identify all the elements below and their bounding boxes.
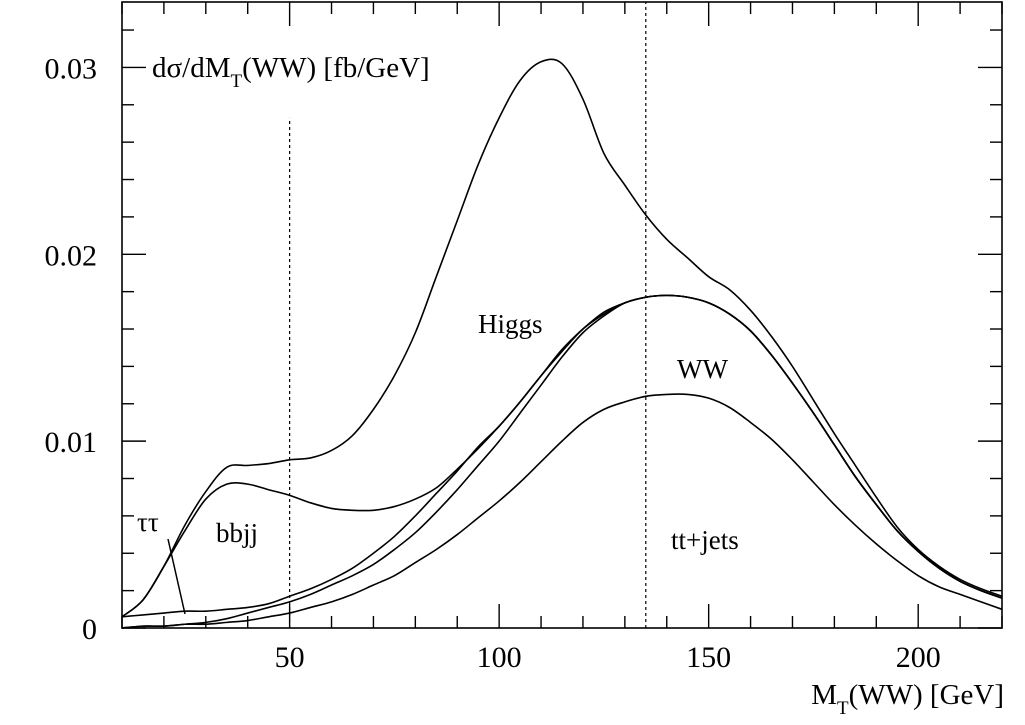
y-tick-label: 0.02 <box>45 239 98 272</box>
annotation-ww: WW <box>677 354 728 384</box>
x-tick-label: 150 <box>686 641 731 674</box>
annotation-tautau-pointer <box>167 538 186 615</box>
annotation-higgs: Higgs <box>478 309 543 339</box>
x-axis-label: MT(WW) [GeV] <box>811 679 1004 719</box>
chart-title: dσ/dMT(WW) [fb/GeV] <box>152 52 430 92</box>
x-tick-label: 50 <box>275 641 305 674</box>
axis-ticks <box>121 2 1003 629</box>
series-line-4 <box>121 294 1003 629</box>
x-tick-label: 200 <box>896 641 941 674</box>
y-tick-label: 0.01 <box>45 426 98 459</box>
annotation-tautau: ττ <box>137 507 159 537</box>
plot-frame <box>121 1 1003 629</box>
cut-lines <box>289 2 647 628</box>
y-tick-label: 0.03 <box>45 52 98 85</box>
x-tick-label: 100 <box>477 641 522 674</box>
series-line-5 <box>121 393 1003 629</box>
series-curves <box>121 58 1003 629</box>
series-line-1 <box>121 58 1003 618</box>
annotation-ttjets: tt+jets <box>671 525 739 555</box>
series-line-2 <box>121 294 1003 618</box>
axis-tick-labels: 50 100 150 200 0 0.01 0.02 0.03 <box>45 52 941 674</box>
annotation-bbjj: bbjj <box>216 518 258 548</box>
y-tick-label: 0 <box>82 613 97 646</box>
series-line-3 <box>121 294 1003 618</box>
